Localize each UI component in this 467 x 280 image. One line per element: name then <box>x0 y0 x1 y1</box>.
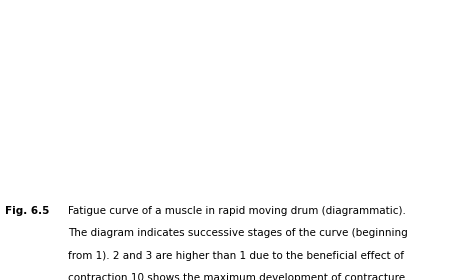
Text: 2: 2 <box>182 0 187 9</box>
Text: 7: 7 <box>179 73 185 81</box>
Text: from 1). 2 and 3 are higher than 1 due to the beneficial effect of: from 1). 2 and 3 are higher than 1 due t… <box>68 251 403 261</box>
Text: 4: 4 <box>179 32 185 41</box>
Text: 1: 1 <box>142 60 148 69</box>
Text: 8: 8 <box>179 85 185 94</box>
Text: 6: 6 <box>179 59 185 68</box>
Text: contraction.10 shows the maximum development of contracture.: contraction.10 shows the maximum develop… <box>68 273 408 280</box>
Text: 5: 5 <box>179 45 185 54</box>
Text: 10: 10 <box>177 115 187 124</box>
Text: Fatigue curve of a muscle in rapid moving drum (diagrammatic).: Fatigue curve of a muscle in rapid movin… <box>68 206 406 216</box>
Text: The diagram indicates successive stages of the curve (beginning: The diagram indicates successive stages … <box>68 228 408 238</box>
Text: 9: 9 <box>179 98 185 107</box>
Text: Fig. 6.5: Fig. 6.5 <box>5 206 49 216</box>
Text: 3: 3 <box>179 17 185 26</box>
